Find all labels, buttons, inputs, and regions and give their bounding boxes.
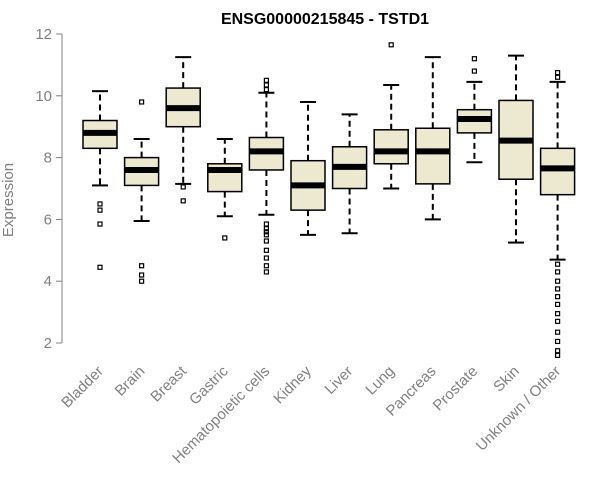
outlier-point (554, 261, 561, 267)
box-plot-lung (373, 42, 409, 190)
y-tick-label: 12 (35, 26, 52, 43)
chart-title: ENSG00000215845 - TSTD1 (221, 11, 429, 28)
outlier-point (554, 70, 561, 76)
outlier-point (139, 263, 145, 269)
iqr-box (539, 147, 576, 196)
outlier-point (554, 294, 561, 300)
box-plot-pancreas (415, 56, 451, 221)
outlier-point (554, 352, 561, 358)
box-plot-hematopoietic-cells (248, 77, 285, 275)
outlier-point (471, 56, 477, 62)
y-tick-label: 8 (44, 150, 52, 167)
outlier-point (554, 286, 561, 292)
box-plot-liver (331, 113, 368, 235)
outlier-point (139, 278, 145, 284)
y-tick-label: 4 (44, 273, 52, 290)
x-tick-label: Lung (362, 363, 398, 399)
outlier-point (554, 278, 561, 284)
outlier-point (554, 301, 561, 307)
outlier-point (263, 263, 269, 269)
x-tick-label: Liver (321, 363, 356, 398)
outlier-point (471, 68, 477, 74)
outlier-point (554, 348, 561, 354)
outlier-point (97, 207, 103, 213)
outlier-point (139, 272, 145, 278)
outlier-point (263, 269, 269, 275)
box-plot-brain (123, 99, 160, 284)
box-plot-bladder (82, 90, 118, 270)
iqr-box (373, 129, 409, 165)
outlier-point (180, 184, 186, 190)
outlier-point (263, 229, 269, 235)
outlier-point (554, 311, 561, 317)
outlier-point (554, 338, 561, 345)
box-plot-breast (165, 56, 201, 204)
x-tick-label: Kidney (270, 362, 315, 407)
box-plot-prostate (456, 56, 493, 164)
outlier-point (263, 226, 269, 232)
outlier-point (263, 247, 269, 253)
y-axis: 2 4 6 8 10 12 (35, 26, 63, 352)
outlier-point (97, 201, 103, 207)
x-tick-label: Brain (112, 363, 149, 400)
outlier-point (222, 235, 228, 241)
outlier-point (554, 318, 561, 324)
outlier-point (263, 255, 269, 261)
x-tick-label: Breast (147, 362, 190, 405)
box-plot-skin (498, 54, 534, 244)
box-plots (82, 42, 576, 358)
outlier-point (554, 74, 561, 80)
iqr-box (415, 127, 451, 185)
outlier-point (388, 42, 394, 48)
outlier-point (263, 87, 269, 93)
outlier-point (263, 232, 269, 238)
outlier-point (263, 82, 269, 88)
y-tick-label: 2 (44, 335, 52, 352)
box-plot-kidney (290, 100, 326, 236)
box-plot-unknown-other (539, 70, 576, 358)
outlier-point (554, 329, 561, 335)
y-axis-label: Expression (0, 163, 17, 237)
outlier-point (97, 264, 103, 270)
x-tick-label: Skin (490, 363, 523, 396)
box-plot-gastric (207, 138, 243, 241)
outlier-point (554, 269, 561, 275)
outlier-point (263, 77, 269, 83)
y-tick-label: 6 (44, 211, 52, 228)
outlier-point (180, 198, 186, 204)
x-tick-label: Prostate (430, 363, 482, 415)
outlier-point (263, 238, 269, 244)
outlier-point (139, 99, 145, 105)
x-tick-label: Bladder (58, 363, 107, 412)
y-tick-label: 10 (35, 88, 52, 105)
outlier-point (263, 221, 269, 227)
outlier-point (97, 221, 103, 227)
